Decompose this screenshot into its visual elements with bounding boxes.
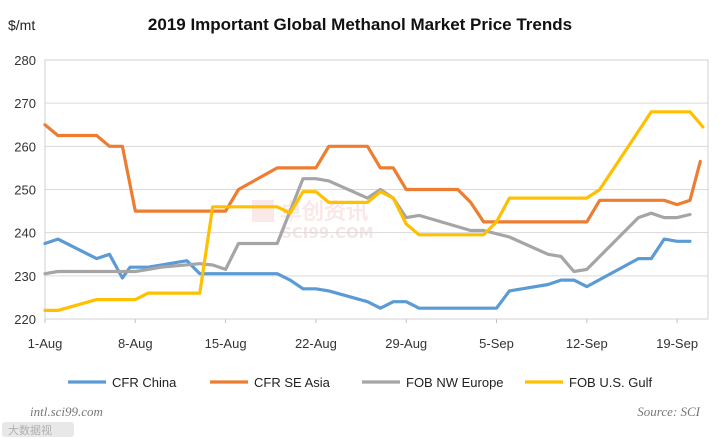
series-line-fob-u-s-gulf <box>43 110 705 312</box>
badge-text: 大数据视 <box>8 423 52 437</box>
x-tick-label: 29-Aug <box>385 336 427 351</box>
footer-website: intl.sci99.com <box>30 404 103 419</box>
y-tick-label-240: 240 <box>14 226 36 241</box>
x-tick-label: 15-Aug <box>205 336 247 351</box>
x-tick-label: 5-Sep <box>479 336 514 351</box>
watermark-square <box>252 200 274 222</box>
legend-label-fob-u-s-gulf: FOB U.S. Gulf <box>569 375 652 390</box>
x-tick-label: 12-Sep <box>566 336 608 351</box>
series-line-cfr-se-asia <box>43 123 702 224</box>
footer-source: Source: SCI <box>637 404 700 419</box>
y-tick-label-260: 260 <box>14 139 36 154</box>
legend-label-fob-nw-europe: FOB NW Europe <box>406 375 504 390</box>
corner-badge: 大数据视 <box>2 422 74 437</box>
y-tick-label-250: 250 <box>14 183 36 198</box>
y-tick-label-220: 220 <box>14 312 36 327</box>
legend-label-cfr-china: CFR China <box>112 375 177 390</box>
y-tick-label-230: 230 <box>14 269 36 284</box>
legend: CFR China CFR SE Asia FOB NW Europe FOB U.S… <box>68 375 652 390</box>
x-tick-label: 19-Sep <box>656 336 698 351</box>
x-tick-labels: 1-Aug 8-Aug 15-Aug 22-Aug 29-Aug 5-Sep 12-Sep 1… <box>28 319 698 351</box>
badge-background <box>2 422 74 437</box>
series-lines <box>43 110 705 312</box>
x-tick-label: 22-Aug <box>295 336 337 351</box>
y-tick-label-280: 280 <box>14 53 36 68</box>
x-tick-label: 8-Aug <box>118 336 153 351</box>
y-axis-unit: $/mt <box>8 17 35 33</box>
y-tick-labels: 220 230 240 250 260 270 280 <box>14 53 36 327</box>
x-tick-label: 1-Aug <box>28 336 63 351</box>
chart-title: 2019 Important Global Methanol Market Pr… <box>148 15 572 34</box>
legend-label-cfr-se-asia: CFR SE Asia <box>254 375 331 390</box>
series-line-cfr-china <box>43 237 692 310</box>
y-tick-label-270: 270 <box>14 96 36 111</box>
plot-area-border <box>44 59 709 320</box>
